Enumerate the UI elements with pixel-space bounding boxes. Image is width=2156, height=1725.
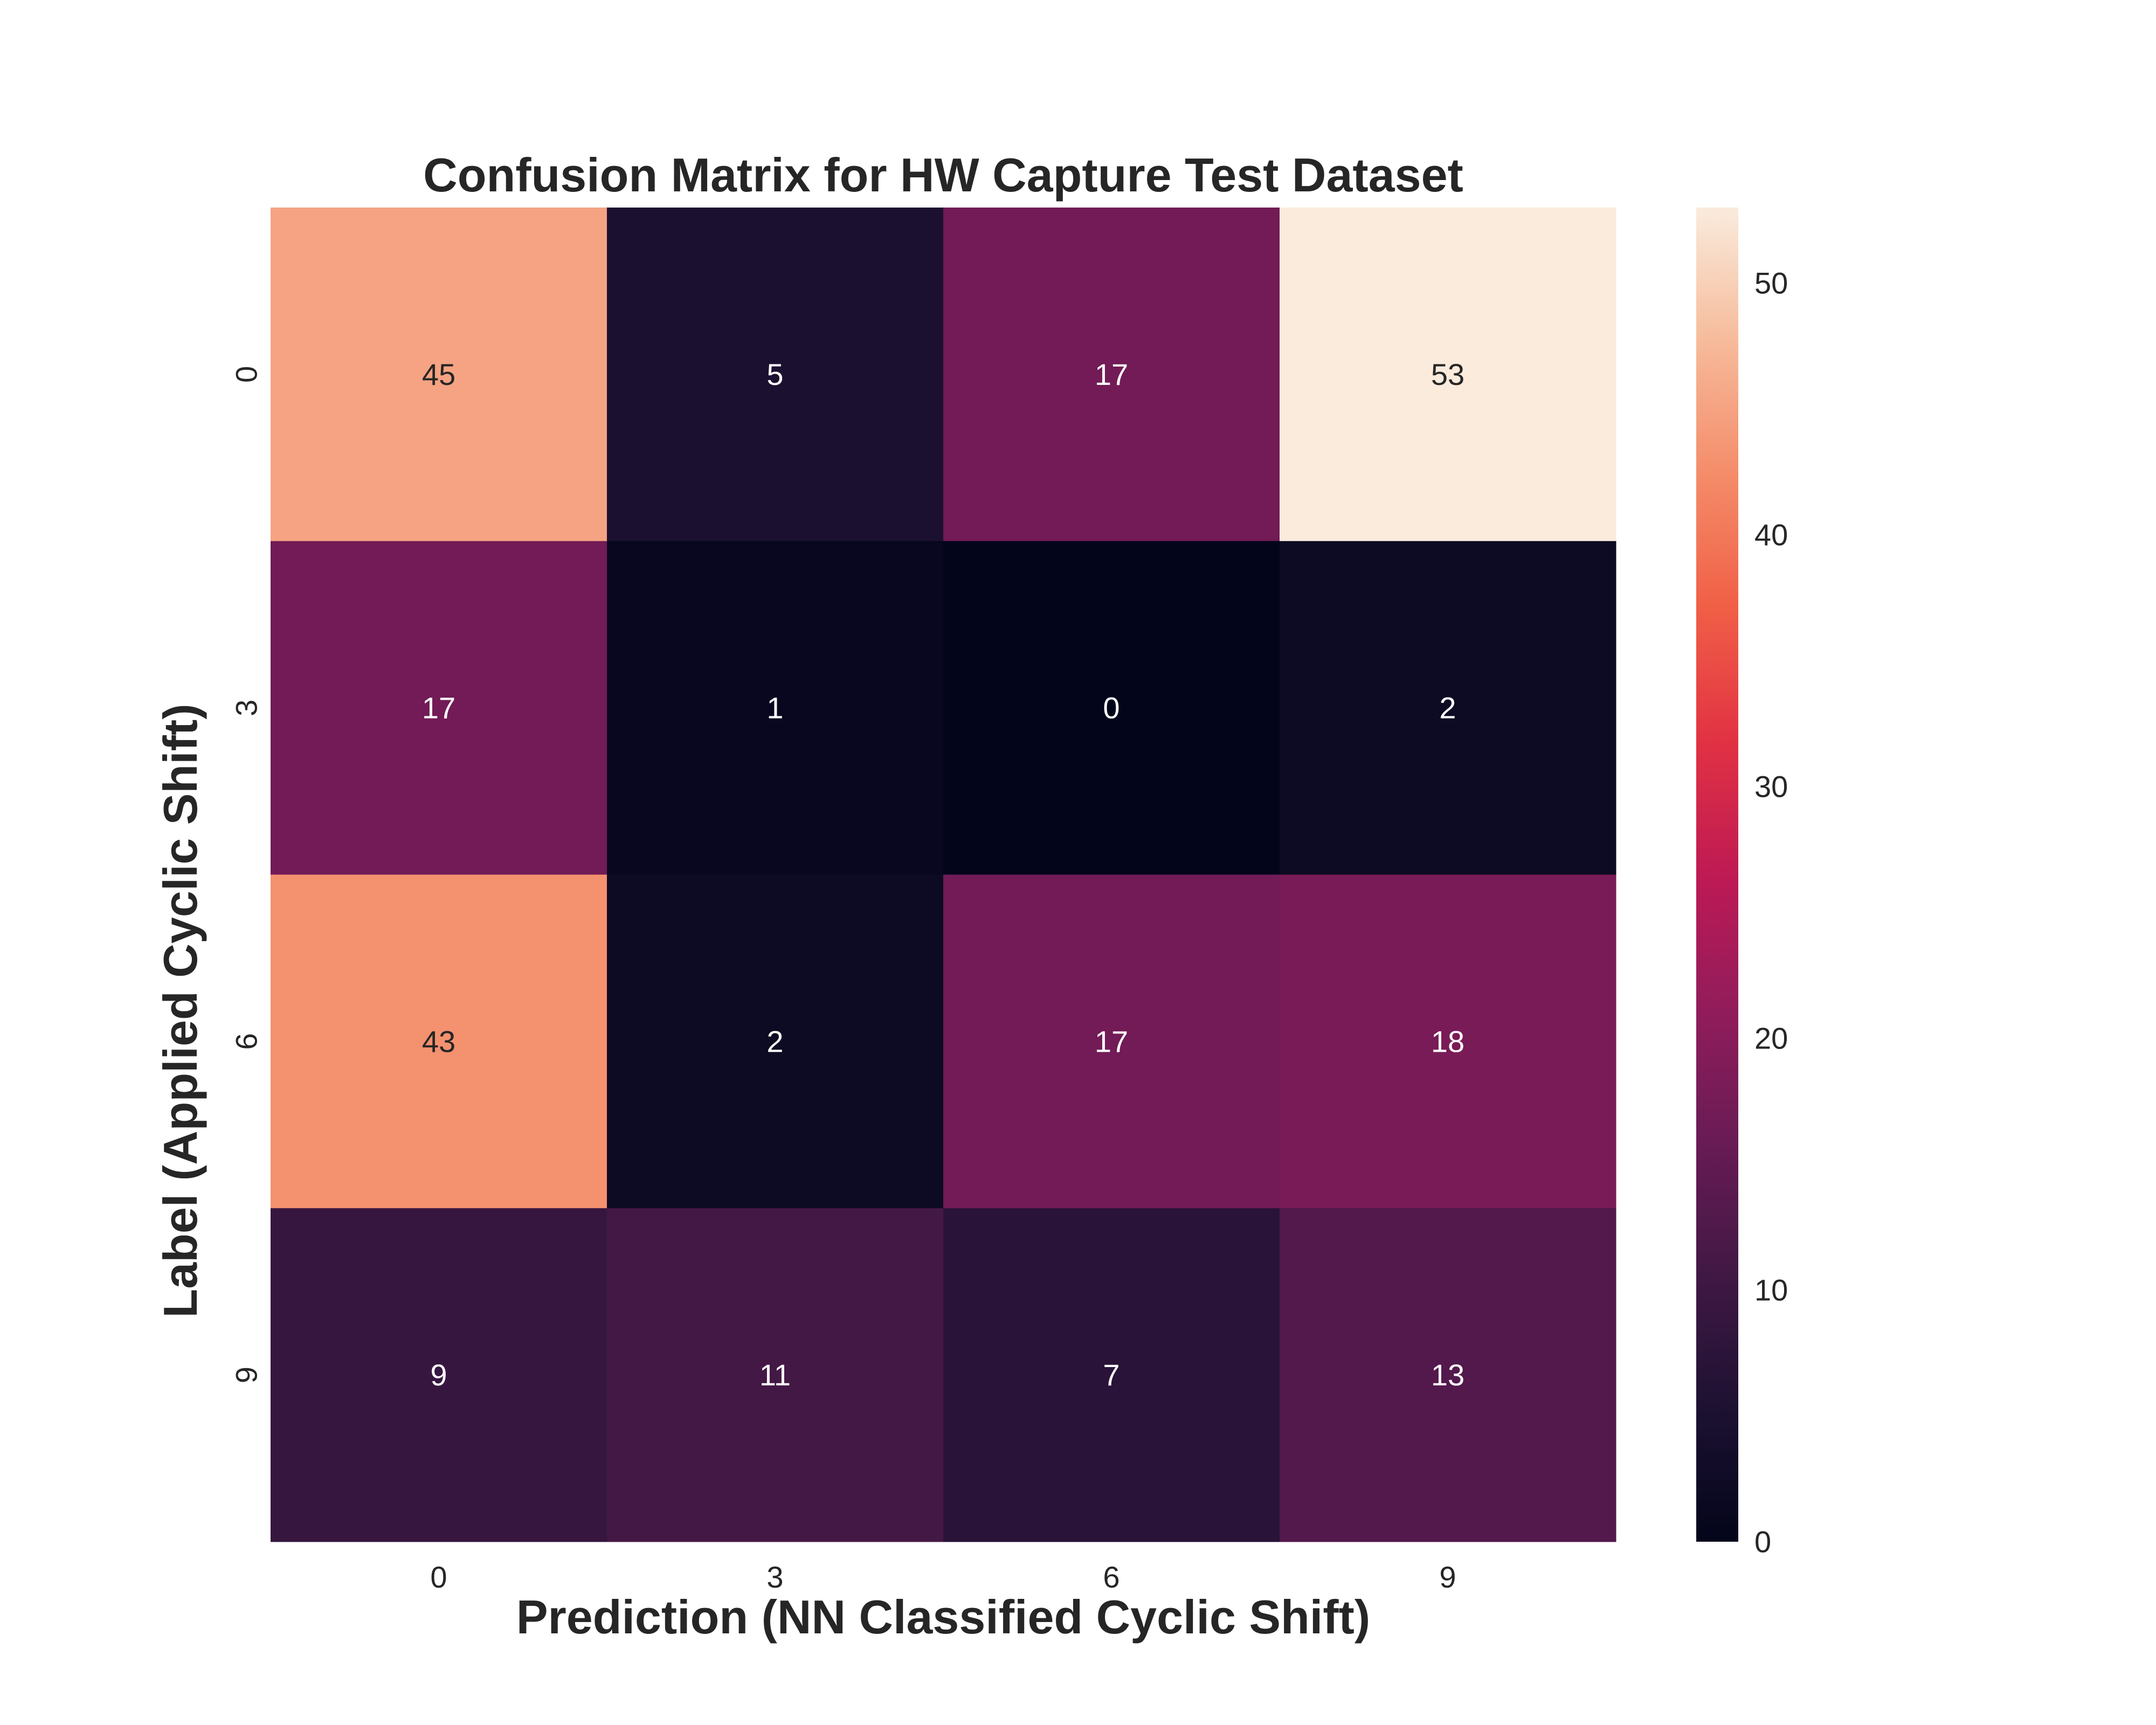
cell-value-r1-c2: 0	[1103, 691, 1120, 725]
x-axis-ticks: 0 3 6 9	[430, 1560, 1456, 1594]
heatmap-cell-r3-c0	[271, 1208, 607, 1542]
heatmap-cell-r2-c1	[607, 874, 944, 1209]
heatmap-cell-r2-c3	[1280, 874, 1616, 1209]
y-tick-label-1: 3	[230, 700, 264, 716]
cell-value-r1-c1: 1	[766, 691, 783, 725]
heatmap-cell-r1-c2	[943, 541, 1280, 875]
heatmap-cell-labels: 45 5 17 53 17 1 0 2 43 2 17 18 9 11 7 13	[422, 357, 1464, 1392]
cell-value-r0-c0: 45	[422, 357, 455, 391]
x-tick-label-3: 9	[1439, 1560, 1456, 1594]
cell-value-r3-c0: 9	[430, 1358, 447, 1392]
heatmap-cell-r0-c0	[271, 208, 607, 542]
cell-value-r2-c2: 17	[1095, 1024, 1128, 1058]
heatmap-cell-r1-c3	[1280, 541, 1616, 875]
cell-value-r3-c1: 11	[759, 1358, 791, 1392]
cell-value-r3-c3: 13	[1431, 1358, 1464, 1392]
heatmap-cell-r0-c2	[943, 208, 1280, 542]
cell-value-r2-c0: 43	[422, 1024, 455, 1058]
cell-value-r1-c0: 17	[422, 691, 455, 725]
chart-title: Confusion Matrix for HW Capture Test Dat…	[423, 148, 1463, 202]
colorbar-tick-label-2: 20	[1754, 1022, 1788, 1055]
x-tick-label-0: 0	[430, 1560, 447, 1594]
heatmap-cells	[271, 208, 1616, 1542]
cell-value-r2-c3: 18	[1431, 1024, 1464, 1058]
colorbar-gradient	[1696, 208, 1738, 1542]
cell-value-r0-c1: 5	[766, 357, 783, 391]
colorbar-tick-label-4: 40	[1754, 518, 1788, 552]
x-tick-label-1: 3	[766, 1560, 783, 1594]
heatmap-cell-r3-c1	[607, 1208, 944, 1542]
colorbar-tick-label-0: 0	[1754, 1525, 1771, 1559]
heatmap-cell-r3-c3	[1280, 1208, 1616, 1542]
heatmap-cell-r1-c0	[271, 541, 607, 875]
cell-value-r3-c2: 7	[1103, 1358, 1120, 1392]
heatmap-cell-r1-c1	[607, 541, 944, 875]
cell-value-r1-c3: 2	[1439, 691, 1456, 725]
colorbar-tick-label-5: 50	[1754, 266, 1788, 300]
y-axis-label: Label (Applied Cyclic Shift)	[154, 703, 207, 1317]
heatmap-cell-r0-c1	[607, 208, 944, 542]
colorbar: 0 10 20 30 40 50	[1696, 208, 1788, 1559]
heatmap-cell-r2-c2	[943, 874, 1280, 1209]
heatmap-cell-r3-c2	[943, 1208, 1280, 1542]
cell-value-r2-c1: 2	[766, 1024, 783, 1058]
y-axis-ticks: 0 3 6 9	[230, 366, 264, 1383]
colorbar-tick-label-1: 10	[1754, 1273, 1788, 1307]
y-tick-label-3: 9	[230, 1367, 264, 1383]
cell-value-r0-c3: 53	[1431, 357, 1464, 391]
x-tick-label-2: 6	[1103, 1560, 1120, 1594]
colorbar-tick-label-3: 30	[1754, 770, 1788, 804]
cell-value-r0-c2: 17	[1095, 357, 1128, 391]
x-axis-label: Prediction (NN Classified Cyclic Shift)	[516, 1590, 1370, 1644]
heatmap-cell-r0-c3	[1280, 208, 1616, 542]
y-tick-label-0: 0	[230, 366, 264, 383]
heatmap-cell-r2-c0	[271, 874, 607, 1209]
y-tick-label-2: 6	[230, 1033, 264, 1050]
